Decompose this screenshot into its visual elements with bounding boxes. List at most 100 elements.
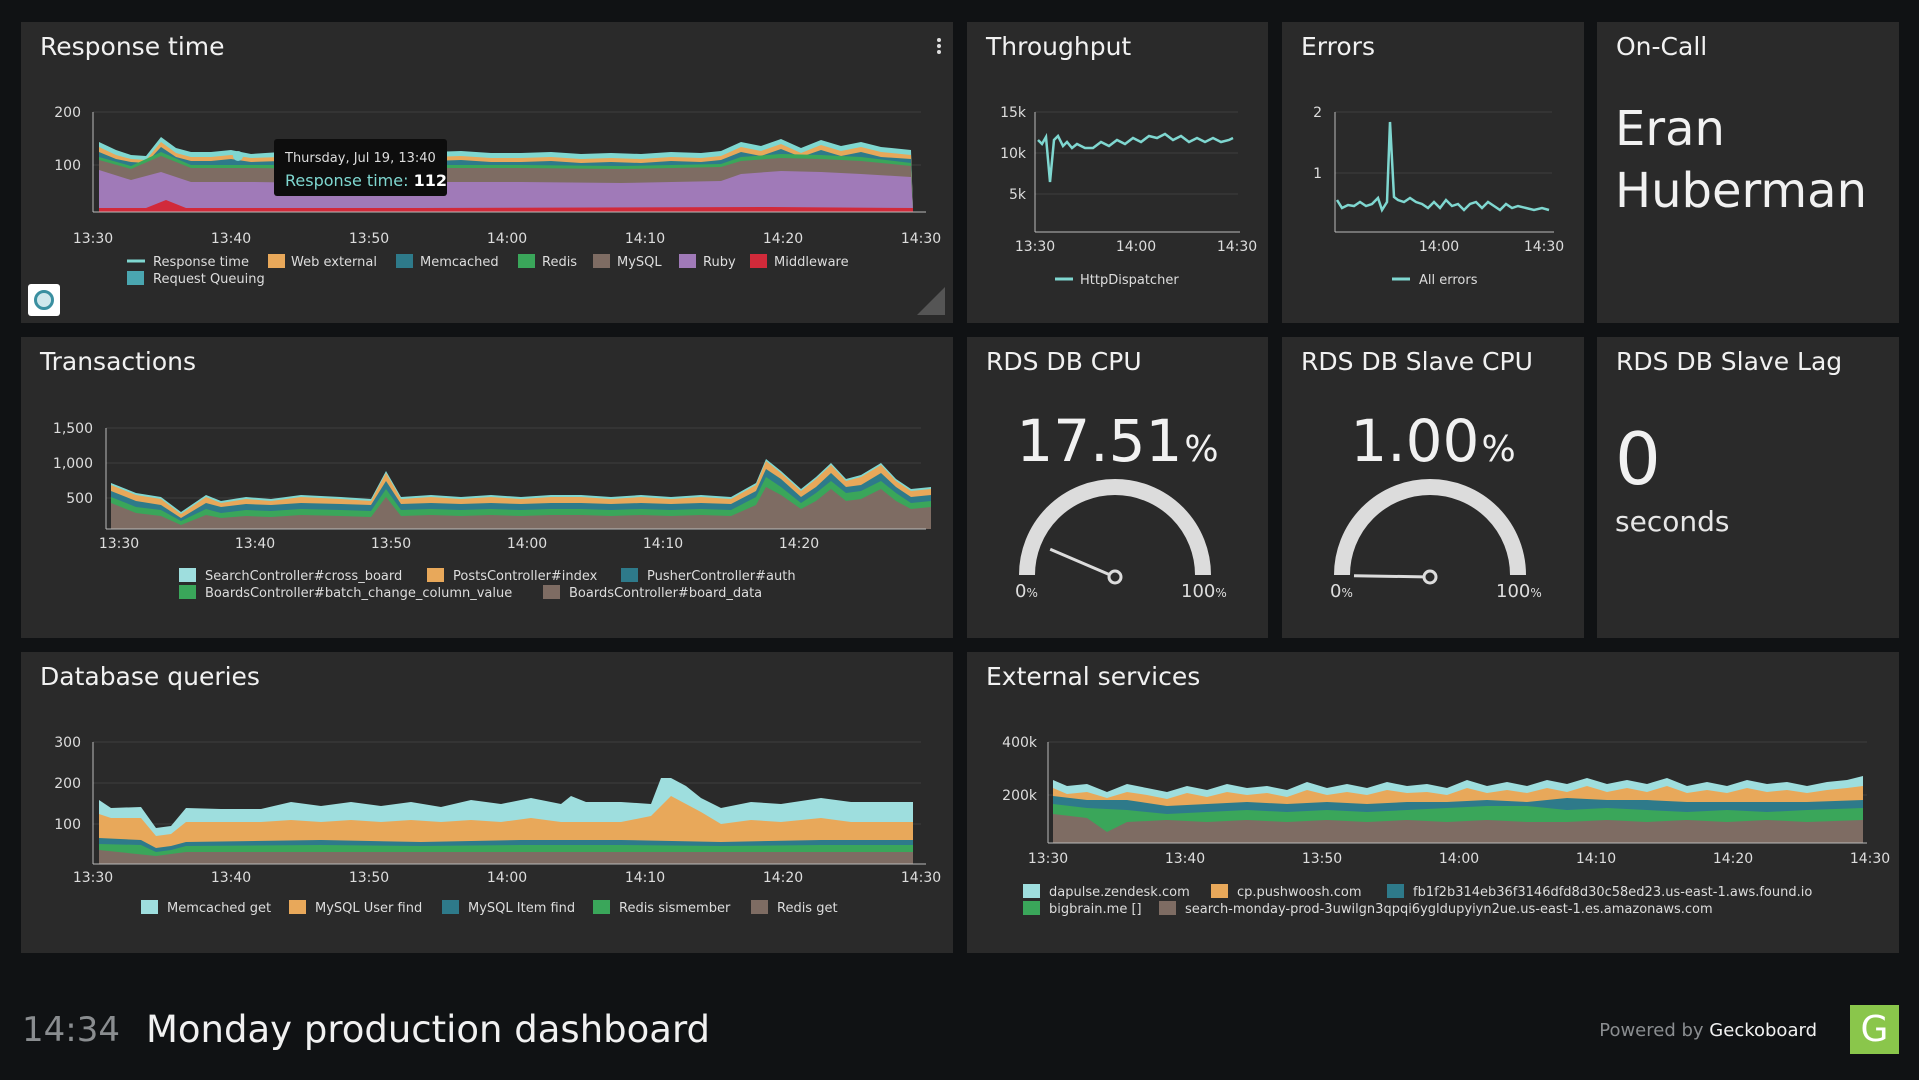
rds-db-slave-cpu-widget[interactable]: RDS DB Slave CPU 1.00% 0% 100% [1282, 337, 1584, 638]
widget-title: Database queries [40, 662, 260, 691]
x-tick: 13:30 [1015, 239, 1055, 255]
legend-item: All errors [1419, 273, 1478, 288]
legend-item: Redis get [777, 901, 838, 916]
x-tick: 13:50 [371, 536, 411, 552]
legend-item: PusherController#auth [647, 569, 796, 584]
response-time-x-axis: 13:30 13:40 13:50 14:00 14:10 14:20 14:3… [73, 231, 941, 247]
x-tick: 13:40 [235, 536, 275, 552]
x-tick: 14:00 [507, 536, 547, 552]
rds-db-cpu-widget[interactable]: RDS DB CPU 17.51% 0% 100% [967, 337, 1268, 638]
external-services-widget[interactable]: External services 400k 200k 13:30 13:40 … [967, 652, 1899, 953]
legend-item: MySQL User find [315, 901, 422, 916]
legend-item: MySQL [617, 255, 662, 270]
legend-item: Ruby [703, 255, 736, 270]
x-tick: 14:30 [901, 870, 941, 886]
eye-icon[interactable] [28, 284, 60, 316]
legend-item: MySQL Item find [468, 901, 575, 916]
gauge-needle [1353, 574, 1431, 579]
y-tick: 2 [1313, 105, 1322, 121]
metric-value: 1.00% [1350, 407, 1516, 475]
throughput-chart: 15k 10k 5k 13:30 14:00 14:30 HttpDispatc… [1000, 105, 1257, 288]
gauge-min: 0% [1330, 581, 1353, 602]
legend-item: Redis sismember [619, 901, 731, 916]
legend-item: HttpDispatcher [1080, 273, 1179, 288]
legend-item: Web external [291, 255, 377, 270]
x-tick: 14:20 [1713, 851, 1753, 867]
tooltip-date: Thursday, Jul 19, 13:40 [285, 151, 436, 166]
gauge-min: 0% [1015, 581, 1038, 602]
legend: Response time Web external Memcached Red… [127, 254, 849, 287]
legend-item: fb1f2b314eb36f3146dfd8d30c58ed23.us-east… [1413, 885, 1812, 900]
x-tick: 14:20 [779, 536, 819, 552]
x-tick: 14:30 [1524, 239, 1564, 255]
rds-db-slave-lag-widget[interactable]: RDS DB Slave Lag 0 seconds [1597, 337, 1899, 638]
y-tick: 5k [1009, 187, 1027, 203]
x-tick: 14:30 [1850, 851, 1890, 867]
x-tick: 14:30 [1217, 239, 1257, 255]
x-tick: 13:40 [211, 231, 251, 247]
y-tick: 1,500 [53, 421, 93, 437]
widget-title: Response time [40, 32, 225, 61]
x-tick: 14:20 [763, 231, 803, 247]
widget-title: RDS DB CPU [986, 347, 1142, 376]
legend-item: PostsController#index [453, 569, 598, 584]
transactions-chart: 1,500 1,000 500 13:30 13:40 13:50 14:00 … [53, 421, 931, 601]
widget-title: RDS DB Slave CPU [1301, 347, 1533, 376]
legend-item: SearchController#cross_board [205, 569, 402, 584]
x-tick: 14:10 [625, 231, 665, 247]
x-tick: 14:00 [1439, 851, 1479, 867]
widget-title: External services [986, 662, 1201, 691]
x-tick: 14:20 [763, 870, 803, 886]
database-queries-widget[interactable]: Database queries 300 200 100 13:30 13:40… [21, 652, 953, 953]
y-tick: 300 [54, 735, 81, 751]
y-tick: 200 [54, 776, 81, 792]
widget-title: On-Call [1616, 32, 1708, 61]
response-time-widget[interactable]: Response time 200 100 13:30 13:40 13:50 … [21, 22, 953, 323]
y-tick: 1 [1313, 166, 1322, 182]
widget-title: Transactions [40, 347, 197, 376]
y-tick: 15k [1000, 105, 1027, 121]
x-tick: 14:10 [643, 536, 683, 552]
x-tick: 14:00 [487, 870, 527, 886]
geckoboard-logo-icon[interactable]: G [1850, 1005, 1899, 1054]
oncall-widget[interactable]: On-Call Eran Huberman [1597, 22, 1899, 323]
errors-widget[interactable]: Errors 2 1 14:00 14:30 All errors [1282, 22, 1584, 323]
errors-chart: 2 1 14:00 14:30 All errors [1313, 105, 1564, 288]
x-tick: 14:00 [1116, 239, 1156, 255]
x-tick: 13:50 [1302, 851, 1342, 867]
x-tick: 13:50 [349, 870, 389, 886]
x-tick: 13:50 [349, 231, 389, 247]
x-tick: 14:10 [1576, 851, 1616, 867]
widget-title: RDS DB Slave Lag [1616, 347, 1843, 376]
database-queries-chart: 300 200 100 13:30 13:40 13:50 14:00 14:1… [54, 735, 941, 916]
widget-title: Errors [1301, 32, 1375, 61]
oncall-person-name: Eran Huberman [1615, 101, 1867, 219]
metric-unit: seconds [1615, 505, 1730, 538]
x-tick: 14:30 [901, 231, 941, 247]
transactions-widget[interactable]: Transactions 1,500 1,000 500 13:30 13:40… [21, 337, 953, 638]
legend-item: search-monday-prod-3uwilgn3qpqi6ygldupyi… [1185, 902, 1713, 917]
legend-item: bigbrain.me [] [1049, 902, 1142, 917]
gauge-needle [1049, 547, 1116, 579]
y-tick: 400k [1002, 735, 1038, 751]
metric-value: 17.51% [1016, 407, 1219, 475]
legend-item: Memcached get [167, 901, 271, 916]
gauge-max: 100% [1181, 581, 1227, 602]
legend-item: BoardsController#batch_change_column_val… [205, 586, 512, 601]
y-tick: 100 [54, 158, 81, 174]
y-tick: 500 [66, 491, 93, 507]
y-tick: 10k [1000, 146, 1027, 162]
dashboard-title: Monday production dashboard [146, 1008, 710, 1051]
x-tick: 14:00 [1419, 239, 1459, 255]
more-options-icon[interactable] [937, 38, 941, 56]
tooltip-value: Response time: 112 [285, 171, 447, 190]
chart-tooltip: Thursday, Jul 19, 13:40 Response time: 1… [274, 139, 447, 196]
x-tick: 13:40 [211, 870, 251, 886]
widget-title: Throughput [986, 32, 1132, 61]
x-tick: 13:30 [73, 231, 113, 247]
x-tick: 13:30 [1028, 851, 1068, 867]
y-tick: 100 [54, 817, 81, 833]
throughput-widget[interactable]: Throughput 15k 10k 5k 13:30 14:00 14:30 … [967, 22, 1268, 323]
powered-by[interactable]: Powered by Geckoboard [1599, 1020, 1817, 1041]
resize-handle-icon[interactable] [917, 287, 945, 315]
